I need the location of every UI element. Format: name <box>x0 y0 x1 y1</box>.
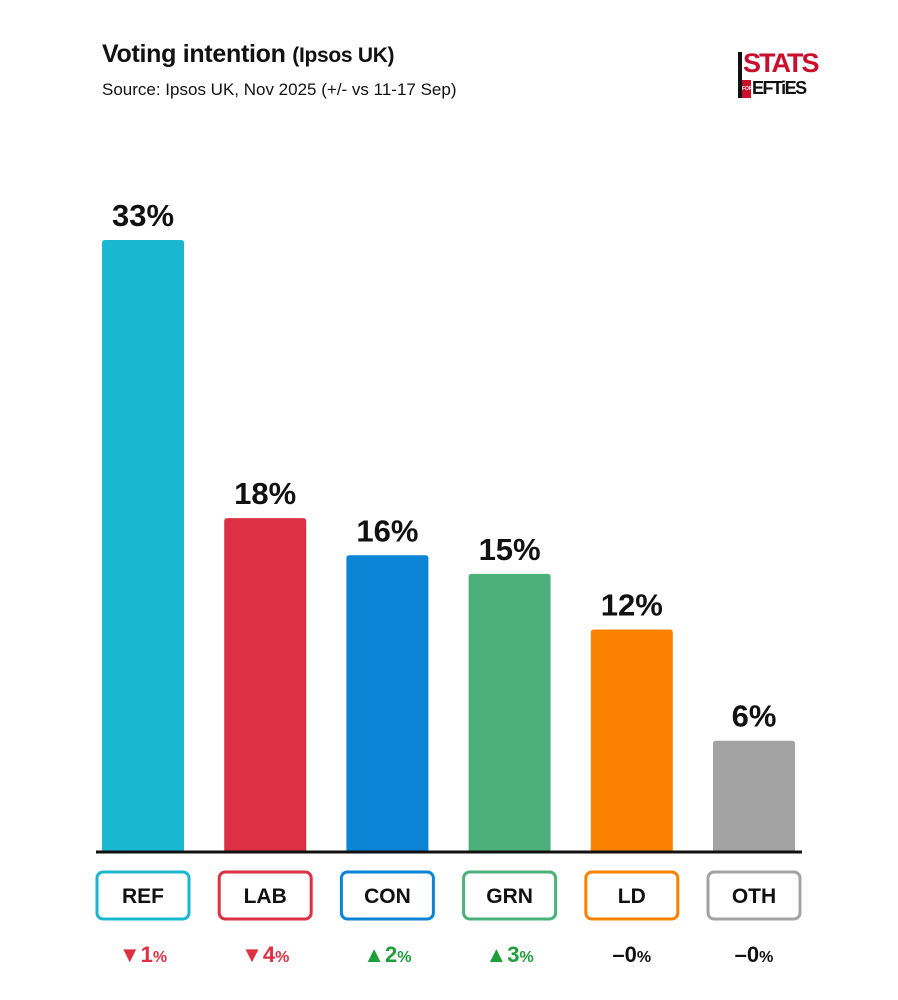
bar-con <box>346 555 429 852</box>
category-box-oth <box>706 870 802 921</box>
category-label-ld: LD <box>618 885 646 908</box>
bar-ld <box>590 629 673 852</box>
category-label-con: CON <box>364 885 411 908</box>
logo-for-text: FOR <box>742 80 753 98</box>
bar-oth <box>713 740 795 852</box>
chart-title-main: Voting intention <box>102 40 286 68</box>
bar-lab <box>224 518 307 852</box>
category-box-ld <box>584 870 680 921</box>
chart-source: Source: Ipsos UK, Nov 2025 (+/- vs 11-17… <box>102 80 457 99</box>
value-label-grn: 15% <box>479 532 541 567</box>
value-label-lab: 18% <box>234 476 296 511</box>
change-label-con: ▲2% <box>363 942 411 967</box>
category-label-oth: OTH <box>732 885 776 908</box>
logo-lefties-text: EFTiES <box>752 78 807 98</box>
logo-stats-text: STATS <box>743 48 819 78</box>
category-box-ref <box>95 870 191 921</box>
category-box-grn <box>462 870 558 921</box>
stats-for-lefties-logo: STATS FOR EFTiES <box>738 50 819 100</box>
chart-title: Voting intention (Ipsos UK) <box>102 40 395 69</box>
value-label-ld: 12% <box>601 587 663 622</box>
bar-grn <box>468 573 551 852</box>
change-label-grn: ▲3% <box>485 942 533 967</box>
change-label-oth: –0% <box>735 942 774 967</box>
category-label-lab: LAB <box>244 885 287 908</box>
value-label-oth: 6% <box>732 699 777 734</box>
logo-bar <box>738 52 742 98</box>
value-label-con: 16% <box>356 513 418 548</box>
value-label-ref: 33% <box>112 198 174 233</box>
bar-ref <box>102 240 184 852</box>
category-label-ref: REF <box>122 885 164 908</box>
category-box-lab <box>217 870 313 921</box>
chart-title-suffix: (Ipsos UK) <box>292 44 395 67</box>
category-box-con <box>339 870 435 921</box>
change-label-ld: –0% <box>612 942 651 967</box>
category-label-grn: GRN <box>486 885 533 908</box>
change-label-ref: ▼1% <box>119 942 167 967</box>
change-label-lab: ▼4% <box>241 942 289 967</box>
